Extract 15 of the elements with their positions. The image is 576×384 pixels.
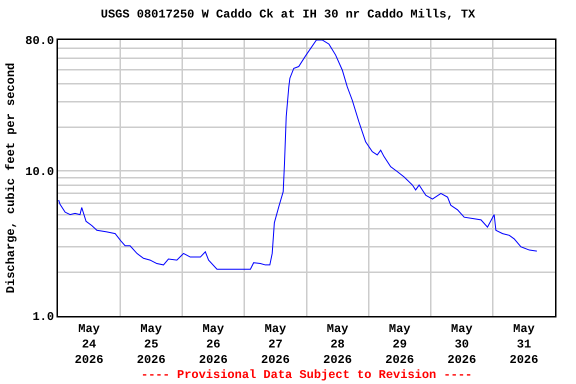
x-tick-label: May 24 2026 (74, 322, 104, 368)
text: ---- Provisional Data Subject to Revision ---- (141, 368, 472, 382)
x-tick-label: May 27 2026 (261, 322, 290, 368)
line-series (58, 40, 538, 270)
y-tick-label: 80.0 (25, 34, 54, 48)
x-tick-label: May 29 2026 (385, 322, 414, 368)
x-tick-label: May 26 2026 (198, 322, 228, 368)
x-tick-label: May 30 2026 (447, 322, 476, 368)
y-axis-title: Discharge, cubic feet per second (4, 62, 18, 294)
y-tick-label: 10.0 (25, 165, 54, 180)
x-tick-label: May 31 2026 (510, 322, 538, 368)
x-tick-label: May 25 2026 (136, 322, 166, 368)
chart-title: USGS 08017250 W Caddo Ck at IH 30 nr Caddo Mills, TX (100, 8, 476, 22)
x-tick-label: May 28 2026 (323, 322, 352, 368)
y-tick-label: 1.0 (32, 310, 54, 324)
